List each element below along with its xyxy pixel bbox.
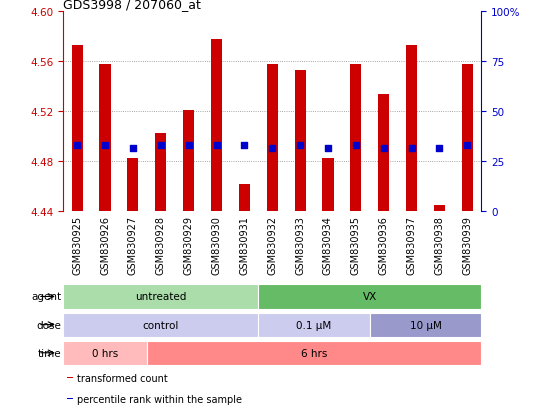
- Text: transformed count: transformed count: [77, 373, 168, 383]
- Text: GSM830925: GSM830925: [72, 216, 82, 274]
- Bar: [434, 206, 445, 212]
- Text: GSM830937: GSM830937: [406, 216, 416, 274]
- Point: [129, 145, 138, 152]
- Point: [156, 142, 165, 149]
- Text: agent: agent: [31, 292, 62, 302]
- Bar: [68, 398, 73, 399]
- Bar: [211, 40, 222, 212]
- Text: 10 μM: 10 μM: [410, 320, 442, 330]
- Point: [296, 142, 305, 149]
- Bar: [72, 46, 82, 212]
- Bar: [147, 341, 481, 365]
- Bar: [128, 158, 139, 212]
- Point: [351, 142, 360, 149]
- Point: [379, 145, 388, 152]
- Text: 0.1 μM: 0.1 μM: [296, 320, 332, 330]
- Text: untreated: untreated: [135, 292, 186, 302]
- Bar: [406, 46, 417, 212]
- Text: GSM830933: GSM830933: [295, 216, 305, 274]
- Text: GDS3998 / 207060_at: GDS3998 / 207060_at: [63, 0, 201, 11]
- Bar: [63, 285, 258, 309]
- Bar: [63, 313, 258, 337]
- Text: GSM830939: GSM830939: [463, 216, 472, 274]
- Bar: [155, 133, 166, 212]
- Text: control: control: [142, 320, 179, 330]
- Bar: [267, 65, 278, 212]
- Point: [212, 142, 221, 149]
- Text: 6 hrs: 6 hrs: [301, 348, 327, 358]
- Text: GSM830931: GSM830931: [239, 216, 249, 274]
- Bar: [100, 65, 111, 212]
- Text: GSM830928: GSM830928: [156, 216, 166, 274]
- Text: percentile rank within the sample: percentile rank within the sample: [77, 394, 242, 404]
- Text: GSM830930: GSM830930: [212, 216, 222, 274]
- Text: VX: VX: [362, 292, 377, 302]
- Point: [101, 142, 109, 149]
- Point: [435, 145, 444, 152]
- Point: [323, 145, 332, 152]
- Text: GSM830935: GSM830935: [351, 216, 361, 274]
- Text: GSM830936: GSM830936: [379, 216, 389, 274]
- Point: [268, 145, 277, 152]
- Text: GSM830932: GSM830932: [267, 216, 277, 274]
- Bar: [462, 65, 473, 212]
- Bar: [295, 71, 306, 212]
- Bar: [378, 95, 389, 212]
- Bar: [63, 341, 147, 365]
- Text: GSM830926: GSM830926: [100, 216, 110, 274]
- Bar: [258, 313, 370, 337]
- Point: [73, 142, 81, 149]
- Bar: [183, 111, 194, 212]
- Text: 0 hrs: 0 hrs: [92, 348, 118, 358]
- Text: GSM830938: GSM830938: [434, 216, 444, 274]
- Point: [407, 145, 416, 152]
- Bar: [258, 285, 481, 309]
- Bar: [322, 158, 333, 212]
- Bar: [350, 65, 361, 212]
- Text: dose: dose: [37, 320, 62, 330]
- Point: [184, 142, 193, 149]
- Text: GSM830927: GSM830927: [128, 216, 138, 274]
- Text: GSM830929: GSM830929: [184, 216, 194, 274]
- Point: [240, 142, 249, 149]
- Bar: [370, 313, 481, 337]
- Text: time: time: [38, 348, 62, 358]
- Bar: [68, 377, 73, 378]
- Point: [463, 142, 472, 149]
- Bar: [239, 185, 250, 212]
- Text: GSM830934: GSM830934: [323, 216, 333, 274]
